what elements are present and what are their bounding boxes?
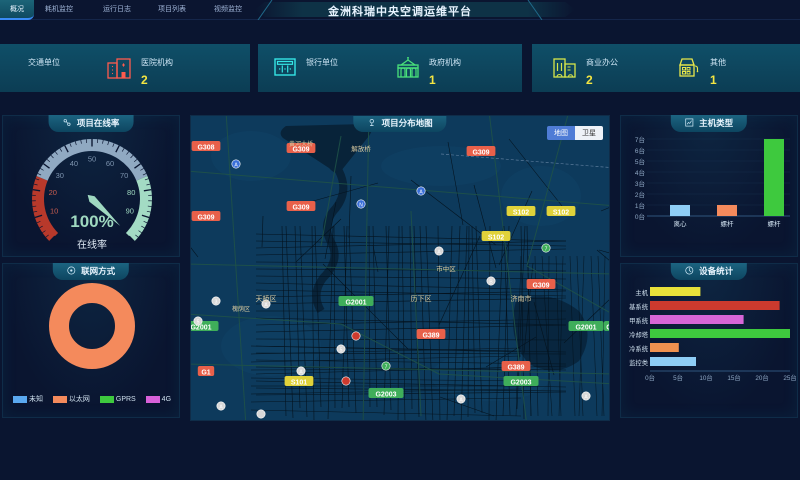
svg-text:15台: 15台 [727, 373, 740, 382]
svg-text:甲系统: 甲系统 [629, 316, 649, 325]
svg-text:N: N [359, 202, 363, 208]
svg-text:G389: G389 [507, 364, 524, 371]
svg-text:60: 60 [106, 159, 114, 168]
svg-text:5: 5 [197, 319, 200, 325]
svg-text:市中区: 市中区 [436, 264, 456, 273]
svg-text:解放桥: 解放桥 [351, 144, 371, 153]
svg-text:螺杆: 螺杆 [721, 219, 735, 228]
svg-text:4台: 4台 [635, 168, 645, 177]
svg-text:25台: 25台 [783, 373, 796, 382]
svg-text:监控类: 监控类 [629, 358, 649, 367]
svg-text:G2001: G2001 [345, 299, 366, 306]
svg-text:10台: 10台 [699, 373, 712, 382]
svg-text:S101: S101 [291, 379, 307, 386]
svg-text:G389: G389 [422, 332, 439, 339]
svg-text:G2003: G2003 [375, 391, 396, 398]
svg-text:1台: 1台 [635, 201, 645, 210]
svg-text:槐荫区: 槐荫区 [232, 305, 250, 313]
svg-text:7: 7 [545, 246, 548, 252]
svg-text:历下区: 历下区 [411, 295, 432, 303]
svg-text:70: 70 [120, 171, 128, 180]
svg-text:G309: G309 [532, 282, 549, 289]
svg-text:7: 7 [385, 364, 388, 370]
svg-text:5: 5 [340, 347, 343, 353]
svg-text:离心: 离心 [674, 219, 688, 228]
svg-text:G1: G1 [201, 369, 210, 376]
svg-text:S102: S102 [513, 209, 529, 216]
svg-text:40: 40 [70, 159, 78, 168]
svg-text:3台: 3台 [635, 179, 645, 188]
svg-text:G309: G309 [292, 204, 309, 211]
svg-text:6台: 6台 [635, 146, 645, 155]
svg-text:50: 50 [88, 155, 96, 164]
svg-text:G2001: G2001 [575, 324, 596, 331]
svg-text:30: 30 [56, 171, 64, 180]
svg-text:G308: G308 [197, 144, 214, 151]
svg-text:20台: 20台 [755, 373, 768, 382]
svg-text:20: 20 [49, 188, 57, 197]
svg-text:天桥区: 天桥区 [256, 294, 277, 303]
svg-text:主机: 主机 [635, 288, 648, 297]
svg-text:黄河大桥: 黄河大桥 [289, 140, 313, 148]
svg-text:3: 3 [215, 299, 218, 305]
svg-text:螺杆: 螺杆 [768, 219, 782, 228]
svg-text:S102: S102 [553, 209, 569, 216]
svg-text:2台: 2台 [635, 190, 645, 199]
svg-text:0台: 0台 [645, 373, 655, 382]
svg-text:G309: G309 [472, 149, 489, 156]
svg-text:5台: 5台 [635, 157, 645, 166]
svg-text:冷却塔: 冷却塔 [629, 330, 649, 339]
svg-text:基系统: 基系统 [629, 302, 649, 311]
svg-text:G: G [606, 324, 610, 331]
svg-text:冷系统: 冷系统 [629, 344, 649, 353]
svg-text:5台: 5台 [673, 373, 683, 382]
svg-text:0台: 0台 [635, 212, 645, 221]
svg-text:S102: S102 [488, 234, 504, 241]
svg-text:80: 80 [127, 188, 135, 197]
svg-text:济南市: 济南市 [511, 294, 532, 303]
svg-text:G2001: G2001 [191, 324, 212, 331]
svg-text:G309: G309 [197, 214, 214, 221]
svg-text:7台: 7台 [635, 135, 645, 144]
svg-text:G2003: G2003 [510, 379, 531, 386]
